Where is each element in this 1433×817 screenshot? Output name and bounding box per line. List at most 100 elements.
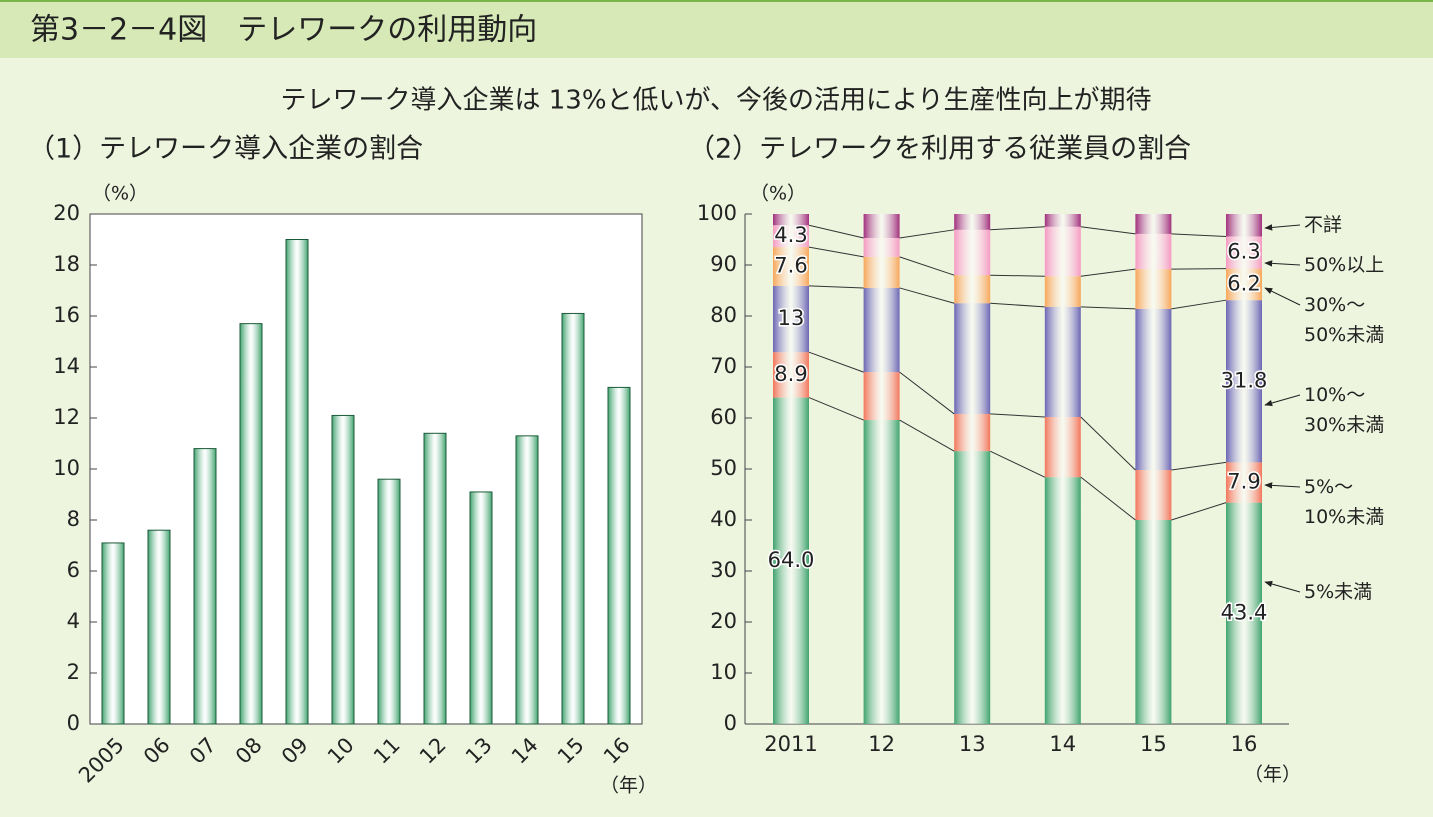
bar-segment bbox=[1226, 268, 1262, 301]
bar bbox=[469, 491, 493, 725]
legend-label: 5%～ 10%未満 bbox=[1304, 476, 1385, 528]
bar bbox=[423, 432, 447, 725]
figure-title: 第3－2－4図 テレワークの利用動向 bbox=[30, 13, 537, 48]
y-tick-label: 2 bbox=[67, 660, 80, 684]
connector-line bbox=[1080, 476, 1136, 521]
bar-segment bbox=[863, 237, 900, 257]
legend-arrow bbox=[1264, 394, 1301, 407]
y-axis-unit: （%） bbox=[750, 183, 806, 205]
y-axis-unit: （%） bbox=[92, 183, 148, 205]
data-label: 64.0 bbox=[768, 548, 815, 572]
legend-label: 10%～ 30%未満 bbox=[1304, 384, 1385, 436]
header-band bbox=[0, 0, 1433, 58]
x-tick-label: 14 bbox=[1049, 732, 1076, 756]
connector-line bbox=[1171, 299, 1227, 310]
x-tick-label: 07 bbox=[185, 733, 221, 769]
connector-line bbox=[808, 351, 864, 373]
connector-line bbox=[899, 229, 955, 239]
data-label: 6.3 bbox=[1227, 240, 1260, 264]
data-label: 43.4 bbox=[1221, 600, 1268, 624]
x-tick-label: 11 bbox=[369, 733, 405, 769]
y-tick-label: 40 bbox=[710, 507, 737, 531]
x-tick-label: 16 bbox=[599, 733, 635, 769]
bar-segment bbox=[954, 229, 991, 276]
x-tick-label: 15 bbox=[1140, 732, 1167, 756]
bar bbox=[515, 435, 539, 725]
y-tick-label: 0 bbox=[67, 711, 80, 735]
y-tick-label: 100 bbox=[697, 201, 737, 225]
bar-segment bbox=[1044, 214, 1081, 227]
connector-line bbox=[990, 413, 1045, 418]
legend-label: 50%以上 bbox=[1304, 254, 1385, 276]
bar-segment bbox=[1226, 300, 1262, 463]
y-tick-label: 30 bbox=[710, 558, 737, 582]
bar-segment bbox=[1044, 276, 1081, 307]
y-tick-label: 80 bbox=[710, 303, 737, 327]
bar-segment bbox=[1044, 306, 1081, 417]
bar-segment bbox=[1044, 226, 1081, 277]
bar-segment bbox=[773, 214, 809, 226]
legend-arrow bbox=[1264, 224, 1301, 231]
data-label: 4.3 bbox=[774, 223, 807, 247]
bar bbox=[377, 478, 401, 725]
x-tick-label: 13 bbox=[461, 733, 497, 769]
bar bbox=[285, 239, 309, 725]
y-tick-label: 14 bbox=[53, 354, 80, 378]
bar bbox=[147, 529, 171, 725]
bar bbox=[331, 414, 355, 725]
bar-segment bbox=[773, 352, 809, 398]
bar-segment bbox=[1135, 269, 1172, 309]
x-tick-label: 10 bbox=[323, 733, 359, 769]
x-tick-label: 2005 bbox=[74, 733, 129, 788]
legend-label: 30%～ 50%未満 bbox=[1304, 294, 1385, 346]
bar-segment bbox=[954, 303, 991, 414]
legend-label: 不詳 bbox=[1304, 214, 1343, 236]
data-label: 6.2 bbox=[1227, 271, 1260, 295]
connector-line bbox=[1171, 233, 1227, 237]
connector-line bbox=[899, 419, 955, 452]
y-tick-label: 0 bbox=[724, 711, 737, 735]
bar-segment bbox=[1135, 233, 1172, 270]
bar-segment bbox=[773, 285, 809, 353]
x-tick-label: 08 bbox=[231, 733, 267, 769]
connector-line bbox=[1171, 268, 1227, 270]
bar-segment bbox=[954, 413, 991, 452]
plot-area bbox=[89, 213, 643, 725]
y-tick-label: 70 bbox=[710, 354, 737, 378]
bar bbox=[101, 542, 125, 725]
legend-arrow bbox=[1264, 260, 1301, 267]
x-tick-label: 16 bbox=[1231, 732, 1258, 756]
bar-segment bbox=[863, 420, 900, 724]
legend-arrow bbox=[1264, 580, 1301, 593]
bar-segment bbox=[863, 256, 900, 288]
connector-line bbox=[989, 450, 1046, 478]
connector-line bbox=[899, 256, 955, 276]
bar-segment bbox=[954, 451, 991, 724]
connector-line bbox=[808, 397, 864, 421]
bar-segment bbox=[773, 225, 809, 248]
connector-line bbox=[899, 371, 955, 415]
headline: テレワーク導入企業は 13%と低いが、今後の活用により生産性向上が期待 bbox=[280, 86, 1151, 116]
connector-line bbox=[1080, 306, 1136, 310]
bar-segment bbox=[1226, 214, 1262, 237]
x-tick-label: 09 bbox=[277, 733, 313, 769]
y-tick-label: 10 bbox=[53, 456, 80, 480]
y-tick-label: 4 bbox=[67, 609, 80, 633]
legend-arrow bbox=[1264, 482, 1301, 489]
bar-segment bbox=[863, 372, 900, 421]
connector-line bbox=[990, 302, 1045, 308]
connector-line bbox=[1080, 226, 1136, 235]
connector-line bbox=[808, 246, 864, 258]
data-label: 7.9 bbox=[1227, 470, 1260, 494]
x-tick-label: 2011 bbox=[764, 732, 817, 756]
bar-segment bbox=[1135, 470, 1172, 520]
bar-segment bbox=[1226, 236, 1262, 269]
connector-line bbox=[990, 274, 1045, 277]
x-tick-label: 12 bbox=[868, 732, 895, 756]
connector-line bbox=[990, 226, 1045, 231]
connector-line bbox=[808, 285, 864, 289]
bar bbox=[193, 448, 217, 725]
connector-line bbox=[1171, 461, 1227, 471]
